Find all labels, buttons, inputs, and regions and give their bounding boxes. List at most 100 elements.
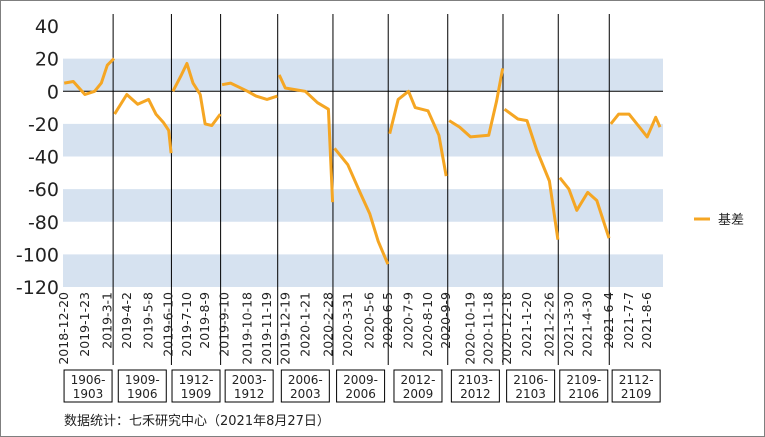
contract-label: 2009-2006	[336, 369, 386, 403]
band-layer	[63, 58, 663, 287]
contract-label-line2: 2006	[345, 387, 376, 401]
y-axis: 40 20 0 -20 -40 -60 -80 -100 -120	[16, 16, 59, 299]
contract-label-line1: 2003-	[232, 373, 267, 387]
x-tick-label: 2020-1-21	[297, 292, 312, 357]
x-tick-label: 2018-12-20	[56, 292, 71, 365]
series-segment-7	[388, 89, 448, 177]
contract-label-box	[611, 369, 661, 403]
band-1	[63, 123, 663, 157]
contract-label-line2: 1906	[127, 387, 158, 401]
x-tick-label: 2021-1-20	[519, 292, 534, 357]
x-tick-label: 2019-9-10	[217, 292, 232, 357]
series-segment-3	[171, 62, 222, 127]
series-segment-10	[558, 176, 611, 239]
x-tick-label: 2019-1-23	[77, 292, 92, 357]
y-tick-label: -40	[28, 147, 59, 169]
y-tick-label: 0	[47, 81, 59, 103]
series-segment-5	[277, 74, 335, 203]
x-tick-label: 2021-4-30	[580, 292, 595, 357]
y-tick-label: -80	[28, 212, 59, 234]
y-tick-label: -60	[28, 179, 59, 201]
contract-label-line2: 2103	[515, 387, 546, 401]
y-tick-label: 40	[35, 16, 59, 38]
contract-label: 2103-2012	[450, 369, 500, 403]
contract-label: 2006-2003	[280, 369, 330, 403]
series-segment-4	[221, 81, 278, 101]
contract-label-line1: 2103-	[458, 373, 493, 387]
x-tick-label: 2021-8-6	[639, 292, 654, 349]
source-note: 数据统计：七禾研究中心（2021年8月27日）	[64, 414, 330, 429]
x-tick-label: 2020-12-18	[499, 292, 514, 365]
series-segment-11	[609, 112, 662, 139]
contract-label-line1: 2006-	[288, 373, 323, 387]
x-tick-label: 2019-10-18	[240, 292, 255, 365]
contract-label: 2012-2009	[393, 369, 443, 403]
contract-label-box	[171, 369, 221, 403]
contract-label-line2: 1903	[73, 387, 104, 401]
x-tick-label: 2019-4-2	[119, 292, 134, 349]
contract-label-box	[280, 369, 330, 403]
x-tick-label: 2020-2-28	[320, 292, 335, 357]
band-0	[63, 58, 663, 92]
x-tick-label: 2021-6-4	[601, 292, 616, 349]
x-tick-label: 2020-10-19	[462, 292, 477, 365]
contract-label-line1: 2012-	[401, 373, 436, 387]
contract-label-line2: 1909	[181, 387, 212, 401]
contract-label: 2109-2106	[559, 369, 609, 403]
x-tick-label: 2020-5-6	[362, 292, 377, 349]
contract-label-line1: 2112-	[619, 373, 654, 387]
y-tick-label: -20	[28, 114, 59, 136]
x-tick-label: 2020-6-5	[380, 292, 395, 349]
series-basis	[63, 57, 662, 265]
x-tick-label: 2021-7-7	[621, 292, 636, 349]
band-3	[63, 254, 663, 287]
series-segment-8	[448, 68, 505, 139]
x-tick-label: 2019-11-19	[259, 292, 274, 365]
contract-label-line1: 2106-	[513, 373, 548, 387]
contract-label-line2: 2009	[403, 387, 434, 401]
contract-label: 2112-2109	[611, 369, 661, 403]
contract-label-line2: 2003	[290, 387, 321, 401]
contract-label-line1: 1909-	[125, 373, 160, 387]
contract-label-line1: 1912-	[179, 373, 214, 387]
contract-label-line2: 2106	[568, 387, 599, 401]
legend-label: 基差	[718, 213, 744, 228]
x-tick-label: 2019-12-19	[277, 292, 292, 365]
legend: 基差	[694, 213, 744, 228]
contract-label-box	[450, 369, 500, 403]
x-tick-label: 2019-3-1	[99, 292, 114, 349]
contract-label: 1912-1909	[171, 369, 221, 403]
contract-label-box	[117, 369, 167, 403]
contract-label-line1: 2009-	[343, 373, 378, 387]
contract-label-line2: 1912	[234, 387, 265, 401]
x-tick-label: 2020-3-31	[340, 292, 355, 357]
band-2	[63, 189, 663, 222]
series-segment-9	[503, 107, 560, 240]
contract-label: 1909-1906	[117, 369, 167, 403]
x-tick-label: 2020-9-9	[438, 292, 453, 349]
x-tick-label: 2021-2-26	[541, 292, 556, 357]
contract-label-line2: 2012	[460, 387, 491, 401]
y-tick-label: -120	[16, 277, 59, 299]
x-tick-label: 2020-8-10	[420, 292, 435, 357]
contract-label: 2106-2103	[506, 369, 556, 403]
x-axis: 2018-12-20 2019-1-23 2019-3-1 2019-4-2 2019-…	[56, 292, 654, 365]
contract-label-box	[506, 369, 556, 403]
series-segment-6	[333, 147, 390, 265]
x-tick-label: 2019-8-9	[197, 292, 212, 349]
contract-label-box	[559, 369, 609, 403]
y-tick-label: 20	[35, 49, 59, 71]
x-tick-label: 2020-7-9	[401, 292, 416, 349]
contract-label-line1: 1906-	[71, 373, 106, 387]
contract-labels: 1906-19031909-19061912-19092003-19122006…	[63, 369, 661, 403]
series-segment-2	[113, 93, 173, 154]
contract-label-line1: 2109-	[566, 373, 601, 387]
contract-label-box	[336, 369, 386, 403]
y-tick-label: -100	[16, 244, 59, 266]
contract-label-box	[63, 369, 113, 403]
contract-label: 2003-1912	[224, 369, 274, 403]
x-tick-label: 2021-3-30	[561, 292, 576, 357]
x-tick-label: 2019-6-10	[161, 292, 176, 357]
x-tick-label: 2019-5-8	[141, 292, 156, 349]
